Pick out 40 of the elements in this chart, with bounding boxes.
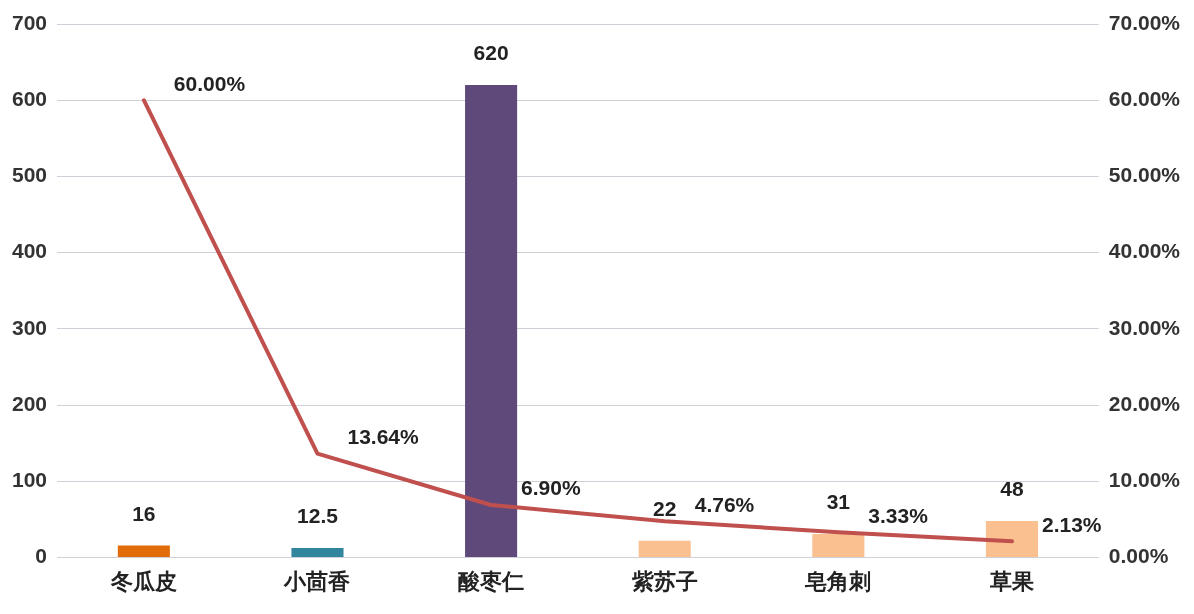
y2-tick-label: 40.00% bbox=[1108, 239, 1181, 263]
bar bbox=[117, 545, 170, 558]
data-label: 3.33% bbox=[868, 503, 929, 527]
x-tick-label: 小茴香 bbox=[283, 568, 351, 594]
y2-tick-label: 30.00% bbox=[1108, 315, 1181, 339]
data-label: 48 bbox=[1000, 477, 1024, 501]
y2-tick-label: 70.00% bbox=[1108, 10, 1181, 34]
x-tick-label: 紫苏子 bbox=[630, 568, 698, 594]
data-label: 620 bbox=[473, 41, 509, 65]
data-label: 31 bbox=[826, 490, 851, 514]
data-label: 6.90% bbox=[521, 476, 581, 500]
bar bbox=[638, 540, 691, 558]
bar bbox=[291, 548, 344, 558]
y-tick-label: 100 bbox=[11, 468, 48, 492]
y-tick-label: 600 bbox=[11, 87, 48, 111]
bar bbox=[985, 521, 1039, 558]
y2-tick-label: 60.00% bbox=[1108, 87, 1181, 111]
data-label: 22 bbox=[653, 497, 677, 521]
bar bbox=[812, 533, 865, 558]
y-tick-label: 200 bbox=[11, 391, 48, 415]
x-tick-label: 酸枣仁 bbox=[458, 568, 525, 594]
y2-tick-label: 20.00% bbox=[1108, 391, 1181, 415]
data-label: 60.00% bbox=[173, 71, 246, 95]
x-tick-label: 皂角刺 bbox=[804, 568, 872, 594]
y2-tick-label: 10.00% bbox=[1108, 468, 1181, 492]
y2-tick-label: 0.00% bbox=[1108, 544, 1169, 568]
data-label: 16 bbox=[132, 501, 156, 525]
data-label: 4.76% bbox=[694, 492, 755, 516]
data-label: 12.5 bbox=[297, 504, 339, 528]
bar bbox=[465, 84, 518, 558]
y-tick-label: 0 bbox=[35, 544, 48, 568]
y-tick-label: 300 bbox=[11, 315, 48, 339]
x-tick-label: 草果 bbox=[988, 568, 1035, 594]
data-label: 13.64% bbox=[347, 424, 420, 448]
y-tick-label: 700 bbox=[11, 10, 48, 34]
data-label: 2.13% bbox=[1041, 512, 1102, 536]
y-tick-label: 500 bbox=[11, 163, 48, 187]
x-tick-label: 冬瓜皮 bbox=[109, 568, 177, 594]
y-tick-label: 400 bbox=[11, 239, 48, 263]
y2-tick-label: 50.00% bbox=[1108, 163, 1181, 187]
